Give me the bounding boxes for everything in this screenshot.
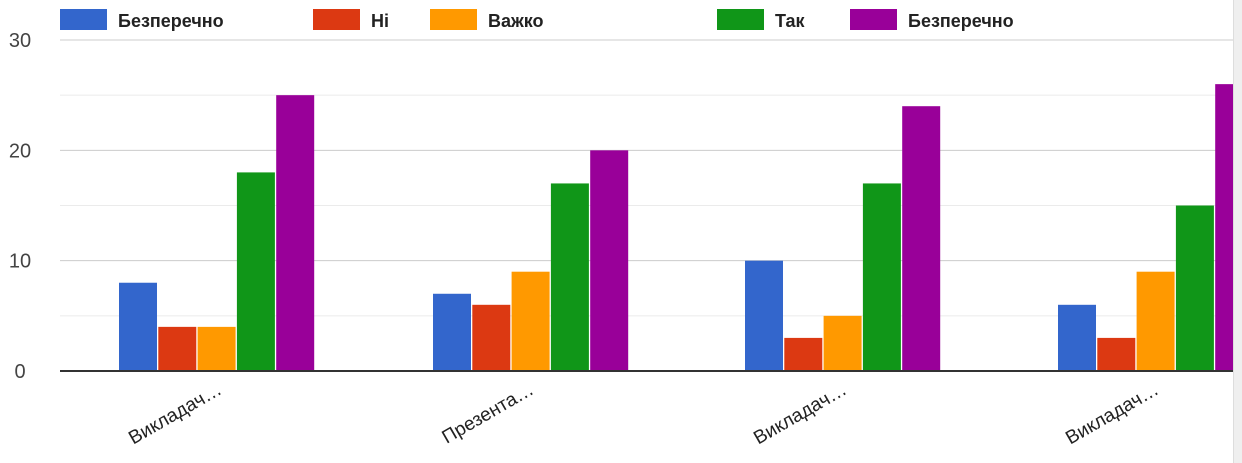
bar[interactable] bbox=[1058, 304, 1096, 371]
legend-label: Так bbox=[775, 11, 806, 31]
bar[interactable] bbox=[236, 172, 275, 371]
bar[interactable] bbox=[745, 260, 783, 371]
bar[interactable] bbox=[1136, 271, 1175, 371]
legend-label: Безперечно bbox=[908, 11, 1014, 31]
legend-swatch bbox=[313, 9, 360, 30]
scrollbar[interactable] bbox=[1233, 0, 1242, 463]
y-axis-ticks: 0 10 20 30 bbox=[9, 30, 31, 383]
y-tick-label: 20 bbox=[9, 140, 31, 162]
y-tick-label: 0 bbox=[14, 361, 25, 383]
legend-swatch bbox=[717, 9, 764, 30]
bar[interactable] bbox=[472, 304, 511, 371]
bar[interactable] bbox=[1097, 337, 1136, 371]
bar[interactable] bbox=[197, 326, 236, 371]
bar[interactable] bbox=[433, 293, 471, 371]
legend-swatch bbox=[430, 9, 477, 30]
x-tick-label: Викладач… bbox=[750, 379, 850, 449]
legend-swatch bbox=[60, 9, 107, 30]
bar[interactable] bbox=[823, 315, 862, 371]
gridlines bbox=[60, 39, 1236, 317]
bar[interactable] bbox=[784, 337, 823, 371]
legend-label: Ні bbox=[371, 11, 389, 31]
y-tick-label: 30 bbox=[9, 30, 31, 52]
x-tick-label: Викладач… bbox=[125, 379, 225, 449]
bar[interactable] bbox=[158, 326, 197, 371]
legend: Безперечно Ні Важко Так Безперечно bbox=[60, 9, 1014, 31]
legend-swatch bbox=[850, 9, 897, 30]
bar[interactable] bbox=[862, 183, 901, 371]
bar[interactable] bbox=[119, 282, 157, 371]
bar[interactable] bbox=[511, 271, 550, 371]
legend-label: Важко bbox=[488, 11, 544, 31]
x-tick-label: Викладач… bbox=[1062, 379, 1162, 449]
bar[interactable] bbox=[902, 106, 941, 371]
bar[interactable] bbox=[550, 183, 589, 371]
bar[interactable] bbox=[590, 150, 629, 371]
legend-label: Безперечно bbox=[118, 11, 224, 31]
bar[interactable] bbox=[1175, 205, 1214, 372]
x-tick-label: Презента… bbox=[439, 379, 538, 448]
bars bbox=[119, 84, 1242, 372]
bar[interactable] bbox=[276, 95, 315, 372]
y-tick-label: 10 bbox=[9, 251, 31, 273]
x-axis-labels: Викладач… Презента… Викладач… Викладач… bbox=[125, 379, 1162, 449]
